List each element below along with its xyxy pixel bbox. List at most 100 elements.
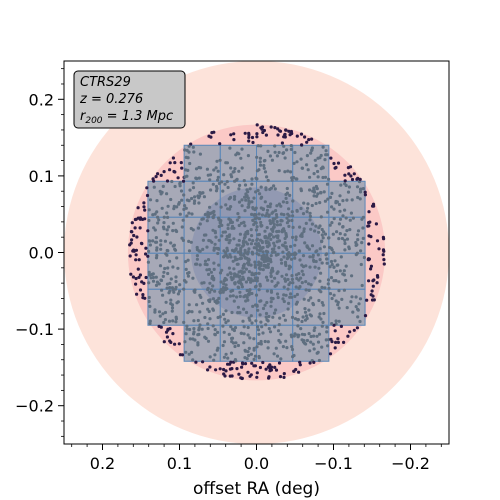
galaxy-point: [279, 258, 283, 262]
galaxy-point: [229, 360, 233, 364]
galaxy-point: [285, 200, 289, 205]
galaxy-point: [252, 223, 256, 227]
galaxy-point: [321, 175, 325, 180]
galaxy-point: [173, 342, 177, 346]
galaxy-point: [305, 244, 309, 248]
galaxy-point: [350, 177, 355, 182]
galaxy-point: [260, 325, 264, 329]
galaxy-point: [220, 234, 224, 238]
galaxy-point: [350, 295, 354, 299]
galaxy-point: [224, 251, 228, 255]
galaxy-point: [236, 280, 241, 284]
galaxy-point: [265, 208, 270, 212]
galaxy-point: [216, 178, 220, 182]
galaxy-point: [338, 269, 342, 273]
galaxy-point: [337, 202, 341, 207]
galaxy-point: [255, 132, 259, 136]
galaxy-point: [217, 181, 221, 186]
galaxy-point: [211, 307, 215, 311]
galaxy-point: [304, 264, 308, 268]
galaxy-point: [208, 298, 212, 302]
galaxy-point: [246, 258, 250, 262]
galaxy-point: [339, 255, 343, 259]
galaxy-point: [243, 195, 247, 199]
galaxy-point: [369, 267, 373, 271]
galaxy-point: [254, 228, 259, 232]
galaxy-point: [362, 255, 366, 260]
galaxy-point: [186, 168, 190, 172]
galaxy-point: [216, 169, 220, 173]
galaxy-point: [300, 319, 304, 324]
galaxy-point: [286, 254, 290, 258]
galaxy-point: [221, 290, 225, 294]
galaxy-point: [291, 355, 295, 359]
galaxy-point: [151, 279, 156, 283]
galaxy-point: [171, 229, 175, 233]
galaxy-point: [237, 238, 241, 243]
galaxy-point: [191, 228, 195, 232]
galaxy-point: [288, 295, 292, 299]
galaxy-point: [258, 245, 262, 249]
galaxy-point: [343, 233, 347, 237]
galaxy-point: [343, 179, 347, 183]
galaxy-point: [295, 160, 299, 164]
galaxy-point: [233, 167, 237, 171]
galaxy-point: [367, 242, 371, 246]
galaxy-point: [247, 270, 251, 274]
galaxy-point: [275, 230, 279, 234]
galaxy-point: [247, 133, 251, 137]
galaxy-point: [168, 281, 172, 285]
galaxy-point: [182, 287, 186, 291]
galaxy-point: [310, 244, 315, 248]
galaxy-point: [247, 346, 251, 350]
survey-tile: [328, 252, 366, 290]
galaxy-point: [156, 221, 160, 225]
galaxy-point: [211, 182, 215, 186]
galaxy-point: [161, 225, 166, 229]
galaxy-point: [267, 214, 271, 218]
galaxy-point: [308, 214, 312, 218]
galaxy-point: [224, 369, 228, 373]
galaxy-point: [220, 180, 224, 184]
galaxy-point: [258, 160, 262, 164]
galaxy-point: [197, 176, 201, 180]
galaxy-point: [325, 182, 330, 186]
galaxy-point: [169, 197, 173, 202]
galaxy-point: [217, 216, 221, 220]
galaxy-point: [343, 241, 347, 246]
galaxy-point: [159, 247, 163, 251]
galaxy-point: [271, 220, 275, 224]
galaxy-point: [322, 311, 326, 316]
galaxy-point: [203, 212, 207, 217]
galaxy-point: [264, 257, 269, 261]
galaxy-point: [253, 272, 257, 276]
galaxy-point: [307, 332, 311, 336]
galaxy-point: [276, 295, 280, 300]
galaxy-point: [299, 327, 303, 331]
galaxy-point: [338, 232, 342, 236]
galaxy-point: [256, 233, 260, 237]
galaxy-point: [371, 284, 375, 288]
galaxy-point: [240, 270, 244, 274]
galaxy-point: [151, 239, 155, 243]
galaxy-point: [171, 221, 175, 225]
galaxy-point: [330, 262, 334, 267]
galaxy-point: [334, 319, 338, 323]
galaxy-point: [261, 268, 265, 272]
galaxy-point: [286, 287, 290, 291]
galaxy-point: [313, 265, 317, 269]
galaxy-point: [180, 236, 184, 240]
galaxy-point: [166, 327, 170, 331]
galaxy-point: [237, 169, 241, 173]
galaxy-point: [235, 151, 239, 155]
galaxy-point: [250, 135, 255, 140]
galaxy-point: [304, 288, 308, 292]
galaxy-point: [137, 275, 141, 279]
galaxy-point: [358, 187, 363, 191]
galaxy-point: [269, 300, 273, 304]
galaxy-point: [308, 218, 312, 222]
galaxy-point: [259, 247, 263, 251]
galaxy-point: [361, 187, 365, 191]
galaxy-point: [173, 184, 177, 189]
galaxy-point: [207, 238, 211, 243]
